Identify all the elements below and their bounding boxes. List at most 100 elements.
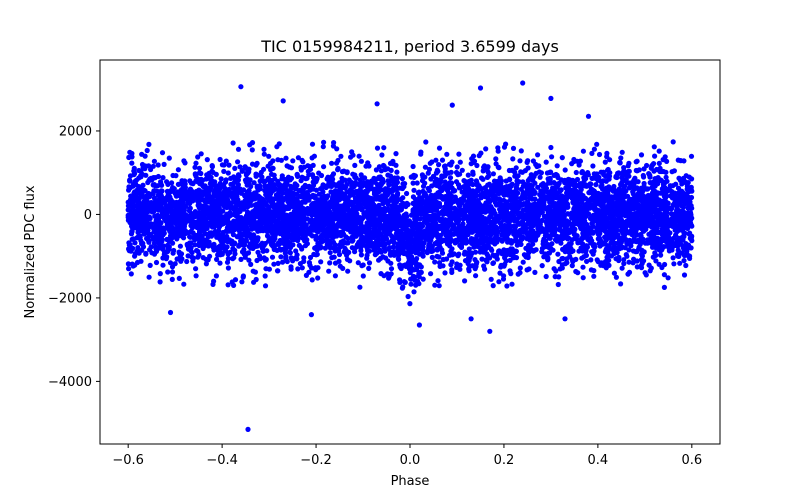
data-point	[242, 254, 248, 260]
data-point	[472, 257, 478, 263]
data-point	[235, 182, 241, 188]
data-point	[304, 175, 310, 181]
data-point	[290, 158, 296, 164]
data-point	[496, 279, 502, 285]
data-point	[517, 200, 524, 206]
data-point	[576, 162, 582, 168]
data-point	[633, 159, 639, 165]
data-point	[147, 262, 153, 268]
data-point	[462, 278, 468, 284]
data-point	[160, 246, 166, 252]
data-point	[230, 140, 236, 146]
data-point	[411, 172, 417, 178]
data-point	[661, 284, 668, 290]
data-point	[524, 159, 530, 165]
data-point	[230, 246, 236, 252]
data-point	[487, 219, 493, 225]
data-point	[270, 158, 276, 164]
data-point	[294, 191, 300, 197]
data-point	[288, 203, 294, 209]
data-point	[518, 169, 524, 175]
data-point	[335, 167, 341, 173]
data-point	[188, 223, 194, 229]
data-point	[320, 183, 326, 189]
data-point	[169, 180, 175, 186]
data-point	[340, 265, 346, 271]
data-point	[545, 255, 551, 261]
data-point	[434, 253, 440, 259]
data-point	[497, 270, 503, 276]
data-point	[132, 253, 138, 259]
data-point	[565, 211, 571, 217]
data-point	[632, 175, 638, 181]
data-point	[373, 167, 379, 173]
data-point	[638, 152, 645, 158]
data-point	[456, 151, 462, 157]
data-point	[455, 253, 461, 259]
data-point	[439, 157, 446, 163]
data-point	[195, 248, 201, 254]
data-point	[275, 268, 281, 274]
data-point	[678, 158, 684, 164]
data-point	[160, 262, 166, 268]
data-point	[225, 282, 231, 288]
data-point	[507, 268, 513, 274]
data-point	[386, 275, 392, 281]
data-point	[465, 231, 471, 238]
data-point	[129, 228, 135, 234]
data-point	[558, 177, 565, 183]
data-point	[388, 271, 394, 277]
data-point	[664, 158, 670, 164]
data-point	[429, 159, 435, 165]
data-point	[262, 273, 268, 279]
data-point	[261, 166, 267, 172]
data-point	[389, 203, 395, 209]
data-point	[227, 205, 234, 211]
data-point	[257, 172, 263, 178]
data-point	[535, 152, 541, 158]
data-point	[394, 249, 401, 255]
data-point	[238, 256, 244, 262]
data-point	[388, 249, 394, 255]
data-point	[213, 273, 219, 279]
data-point	[193, 273, 199, 279]
data-point	[379, 152, 385, 158]
data-point	[453, 179, 460, 185]
data-point	[478, 150, 484, 156]
data-point	[680, 245, 686, 251]
data-point	[473, 273, 479, 279]
data-point	[253, 276, 259, 283]
data-point	[410, 180, 416, 186]
data-point	[165, 242, 171, 248]
data-point	[470, 159, 476, 165]
data-point	[175, 167, 181, 173]
data-point	[403, 203, 409, 210]
data-point	[479, 256, 485, 262]
data-point	[591, 268, 597, 274]
data-point	[153, 259, 160, 266]
data-point	[422, 164, 428, 170]
data-point	[652, 153, 658, 159]
data-point	[352, 162, 358, 168]
data-point	[472, 249, 479, 255]
data-point	[411, 187, 417, 193]
data-point	[146, 274, 152, 280]
data-point	[283, 187, 290, 193]
data-point	[501, 273, 507, 279]
data-point	[397, 277, 403, 283]
data-point	[626, 269, 633, 275]
data-point	[132, 189, 138, 195]
data-point	[426, 228, 432, 234]
data-point	[468, 253, 474, 259]
data-point	[297, 261, 303, 267]
data-point	[405, 293, 411, 300]
data-point	[200, 255, 206, 261]
data-point	[436, 283, 442, 289]
data-point	[555, 281, 561, 288]
data-point	[362, 175, 368, 181]
data-point	[416, 237, 422, 244]
data-point	[224, 233, 230, 240]
data-point	[512, 173, 518, 179]
data-point	[578, 187, 584, 193]
